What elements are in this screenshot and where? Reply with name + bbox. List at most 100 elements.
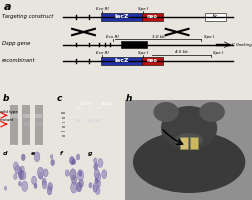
- Bar: [61, 122, 65, 123]
- Ellipse shape: [132, 131, 244, 193]
- Text: f: f: [59, 151, 62, 156]
- Circle shape: [97, 180, 100, 187]
- Bar: [87, 119, 93, 122]
- Circle shape: [160, 106, 216, 150]
- Circle shape: [71, 175, 76, 184]
- Text: Dspp gene: Dspp gene: [2, 42, 30, 46]
- Circle shape: [22, 181, 27, 192]
- Bar: [141, 57, 163, 65]
- Text: -/-: -/-: [36, 144, 41, 148]
- Circle shape: [34, 183, 37, 188]
- Text: Targeting construct: Targeting construct: [2, 14, 53, 19]
- Circle shape: [20, 166, 24, 173]
- Text: +/+: +/+: [75, 106, 83, 110]
- Bar: [189, 137, 197, 149]
- Bar: [35, 114, 42, 118]
- Circle shape: [65, 170, 69, 176]
- Text: neo: neo: [146, 58, 157, 64]
- Circle shape: [95, 173, 100, 182]
- Circle shape: [79, 171, 82, 176]
- Circle shape: [94, 169, 99, 179]
- Bar: [101, 57, 141, 65]
- Circle shape: [72, 160, 74, 165]
- Circle shape: [32, 176, 36, 185]
- Bar: [204, 13, 226, 21]
- Circle shape: [70, 169, 76, 180]
- Ellipse shape: [174, 133, 202, 147]
- Circle shape: [70, 182, 77, 193]
- Bar: [61, 112, 65, 114]
- Bar: [215, 44, 229, 46]
- Text: e: e: [31, 151, 35, 156]
- Bar: [101, 13, 141, 21]
- Circle shape: [34, 152, 40, 162]
- Bar: [22, 105, 30, 145]
- Text: Spe I: Spe I: [137, 51, 147, 55]
- Text: actin: actin: [79, 101, 91, 106]
- Text: Eco RI: Eco RI: [96, 7, 108, 11]
- Bar: [179, 137, 188, 149]
- Text: b: b: [3, 94, 9, 103]
- Bar: [10, 105, 18, 145]
- Bar: [22, 114, 30, 118]
- Text: Spe I: Spe I: [137, 7, 147, 11]
- Text: Spe I: Spe I: [203, 35, 213, 39]
- Text: recombinant: recombinant: [2, 58, 35, 63]
- Circle shape: [42, 178, 46, 185]
- Text: 3.0 kb: 3.0 kb: [151, 34, 164, 38]
- Circle shape: [20, 171, 23, 178]
- Circle shape: [50, 155, 53, 159]
- Text: Spe I: Spe I: [212, 51, 223, 55]
- Text: Eco RI: Eco RI: [96, 51, 108, 55]
- Text: tk: tk: [212, 15, 217, 20]
- Text: -/-: -/-: [90, 106, 94, 110]
- Text: 4.5 kb: 4.5 kb: [174, 50, 187, 54]
- Circle shape: [93, 158, 97, 163]
- Text: wild type: wild type: [0, 110, 18, 114]
- Circle shape: [93, 163, 98, 170]
- Circle shape: [15, 166, 20, 174]
- Bar: [61, 126, 65, 128]
- Circle shape: [17, 167, 22, 175]
- Circle shape: [13, 162, 18, 170]
- Text: lacZ: lacZ: [114, 15, 128, 20]
- Circle shape: [43, 169, 48, 177]
- Text: dspp: dspp: [100, 101, 112, 106]
- Text: g: g: [87, 151, 92, 156]
- Circle shape: [47, 187, 52, 195]
- Circle shape: [76, 182, 81, 192]
- Circle shape: [18, 170, 24, 180]
- Circle shape: [93, 186, 97, 192]
- Circle shape: [76, 154, 79, 160]
- Circle shape: [4, 186, 7, 190]
- Circle shape: [21, 154, 25, 161]
- Text: lacZ: lacZ: [114, 58, 128, 64]
- Bar: [10, 114, 18, 118]
- Circle shape: [78, 179, 83, 187]
- Circle shape: [39, 172, 43, 179]
- Circle shape: [48, 182, 52, 191]
- Text: +/+: +/+: [96, 106, 103, 110]
- Bar: [141, 13, 163, 21]
- Circle shape: [95, 186, 100, 195]
- Text: c: c: [57, 94, 62, 103]
- Circle shape: [94, 178, 98, 183]
- Text: Eco RI: Eco RI: [106, 35, 118, 39]
- Circle shape: [93, 182, 98, 191]
- Text: d: d: [3, 151, 7, 156]
- Text: 3’ flanking probe: 3’ flanking probe: [231, 43, 252, 47]
- Text: mutant: mutant: [0, 118, 14, 122]
- Bar: [22, 122, 30, 126]
- Bar: [121, 41, 146, 48]
- Bar: [74, 119, 80, 122]
- Circle shape: [88, 183, 91, 188]
- Text: a: a: [4, 2, 11, 12]
- Bar: [35, 105, 43, 145]
- Circle shape: [101, 170, 106, 179]
- Text: h: h: [125, 94, 131, 103]
- Text: +/+: +/+: [10, 144, 18, 148]
- Circle shape: [18, 181, 21, 186]
- Bar: [61, 117, 64, 119]
- Circle shape: [42, 181, 47, 189]
- Text: +/-: +/-: [23, 144, 29, 148]
